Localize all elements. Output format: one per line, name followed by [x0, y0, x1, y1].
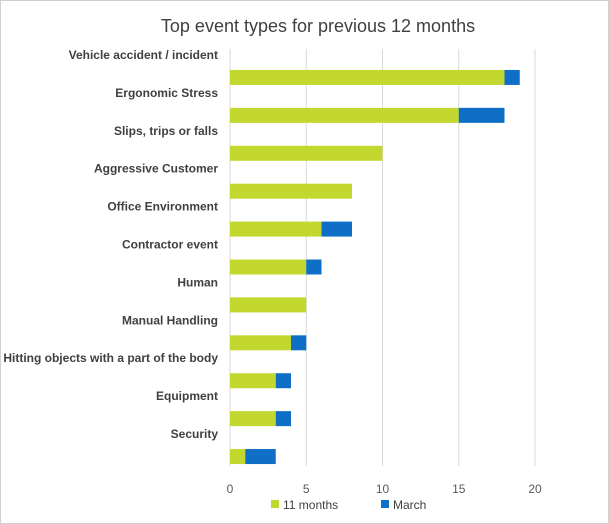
legend: 11 months March: [271, 498, 426, 512]
legend-label: March: [393, 498, 426, 512]
bar-eleven-months-5: [230, 259, 307, 275]
category-label: Slips, trips or falls: [114, 124, 218, 138]
bar-eleven-months-2: [230, 145, 383, 161]
category-label: Hitting objects with a part of the body: [3, 351, 218, 365]
category-label: Manual Handling: [122, 313, 218, 327]
category-labels: Vehicle accident / incident Ergonomic Str…: [3, 48, 218, 441]
bar-march-9: [275, 411, 291, 427]
bar-eleven-months-6: [230, 297, 307, 313]
bar-march-1: [458, 107, 505, 123]
bar-eleven-months-10: [230, 449, 246, 465]
category-label: Human: [177, 275, 218, 289]
category-label: Equipment: [156, 389, 218, 403]
category-label: Security: [171, 427, 219, 441]
category-label: Office Environment: [107, 200, 218, 214]
category-label: Ergonomic Stress: [115, 86, 218, 100]
bar-march-10: [245, 449, 276, 465]
x-tick-label: 10: [376, 482, 390, 496]
bars: [230, 69, 520, 465]
bar-eleven-months-0: [230, 69, 505, 85]
bar-march-8: [275, 373, 291, 389]
x-tick-label: 15: [452, 482, 466, 496]
bar-eleven-months-3: [230, 183, 352, 199]
bar-march-4: [321, 221, 352, 237]
bar-eleven-months-4: [230, 221, 322, 237]
legend-swatch: [271, 500, 279, 508]
bar-eleven-months-8: [230, 373, 276, 389]
category-label: Contractor event: [122, 238, 218, 252]
category-label: Aggressive Customer: [94, 162, 218, 176]
x-tick-label: 20: [528, 482, 542, 496]
category-label: Vehicle accident / incident: [69, 48, 218, 62]
bar-eleven-months-9: [230, 411, 276, 427]
x-tick-label: 5: [303, 482, 310, 496]
legend-label: 11 months: [283, 498, 338, 512]
x-axis-ticks: 0 5 10 15 20: [227, 482, 542, 496]
bar-march-7: [291, 335, 307, 351]
bar-eleven-months-1: [230, 107, 459, 123]
x-tick-label: 0: [227, 482, 234, 496]
bar-march-0: [504, 69, 520, 85]
bar-eleven-months-7: [230, 335, 291, 351]
chart-title: Top event types for previous 12 months: [161, 16, 475, 36]
bar-march-5: [306, 259, 322, 275]
legend-swatch: [381, 500, 389, 508]
